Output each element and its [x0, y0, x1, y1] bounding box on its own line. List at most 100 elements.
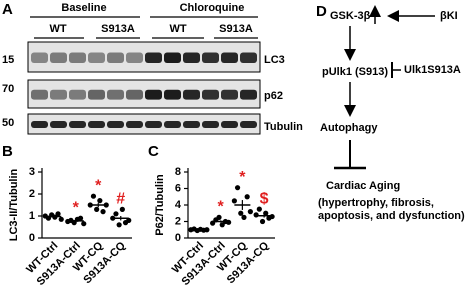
- annotation: *: [73, 199, 80, 216]
- blot-band: [164, 89, 181, 100]
- blot-band: [221, 121, 238, 128]
- node: pUlk1 (S913): [322, 66, 388, 78]
- blot-band: [88, 52, 105, 63]
- blot-band: [221, 52, 238, 63]
- node: Ulk1S913A: [404, 64, 461, 76]
- annotation: *: [218, 199, 225, 216]
- y-tick-label: 0: [29, 232, 35, 244]
- marker-size: 15: [2, 54, 14, 66]
- blot-band: [126, 121, 143, 128]
- y-axis-label: LC3-II/Tubulin: [8, 168, 20, 241]
- blot-band: [69, 121, 86, 128]
- blot-band: [240, 89, 257, 100]
- blot-band: [221, 89, 238, 100]
- annotation: *: [95, 177, 102, 194]
- blot-background: [27, 113, 261, 135]
- y-tick-label: 3: [29, 166, 35, 178]
- blot-band: [50, 89, 67, 100]
- point: [81, 221, 87, 227]
- blot-band: [50, 121, 67, 128]
- point: [90, 193, 97, 199]
- blot-band: [31, 52, 48, 63]
- blot-band: [164, 52, 181, 63]
- point: [94, 206, 100, 212]
- panel-label: C: [148, 143, 159, 160]
- point: [219, 222, 225, 228]
- genotype-label: WT: [49, 23, 66, 35]
- blot-label: LC3: [264, 54, 285, 66]
- blot-band: [240, 121, 257, 128]
- annotation: #: [116, 191, 125, 208]
- point: [100, 209, 106, 215]
- blot-band: [69, 52, 86, 63]
- blot-band: [183, 121, 200, 128]
- point: [241, 214, 247, 220]
- point: [77, 215, 84, 221]
- node: (hypertrophy, fibrosis,: [318, 197, 434, 209]
- point: [247, 209, 253, 215]
- blot-band: [183, 89, 200, 100]
- blot-band: [164, 121, 181, 128]
- point: [113, 211, 119, 217]
- y-tick-label: 2: [175, 215, 181, 227]
- node: Cardiac Aging: [326, 180, 400, 192]
- point: [55, 211, 61, 217]
- point: [269, 213, 275, 220]
- y-axis-label: P62/Tubulin: [154, 174, 166, 236]
- blot-band: [107, 89, 124, 100]
- blot-band: [69, 89, 86, 100]
- panel-label: B: [2, 143, 13, 160]
- y-tick-label: 6: [175, 182, 181, 194]
- genotype-label: S913A: [101, 23, 135, 35]
- point: [238, 210, 244, 216]
- point: [231, 198, 237, 204]
- point: [116, 222, 122, 228]
- blot-band: [202, 121, 219, 128]
- blot-band: [88, 89, 105, 100]
- blot-band: [107, 121, 124, 128]
- y-tick-label: 1: [29, 210, 35, 222]
- y-tick-label: 4: [175, 199, 182, 211]
- blot-band: [126, 52, 143, 63]
- panel-label: D: [316, 3, 327, 20]
- blot-band: [31, 121, 48, 128]
- point: [216, 214, 222, 220]
- blot-label: Tubulin: [264, 121, 303, 133]
- genotype-label: WT: [169, 23, 186, 35]
- node: apoptosis, and dysfunction): [318, 210, 465, 222]
- panel-label: A: [2, 1, 13, 18]
- marker-size: 70: [2, 83, 14, 95]
- annotation: $: [260, 190, 269, 207]
- blot-label: p62: [264, 90, 283, 102]
- point: [226, 219, 232, 225]
- node: βKI: [440, 10, 458, 22]
- marker-size: 50: [2, 117, 14, 129]
- node: GSK-3β: [330, 10, 371, 22]
- point: [244, 194, 250, 200]
- y-tick-label: 0: [175, 232, 181, 244]
- blot-band: [31, 89, 48, 100]
- blot-band: [126, 89, 143, 100]
- blot-band: [145, 121, 162, 128]
- genotype-label: S913A: [219, 23, 253, 35]
- blot-band: [107, 52, 124, 63]
- point: [119, 206, 125, 212]
- y-tick-label: 8: [175, 166, 181, 178]
- blot-band: [202, 89, 219, 100]
- y-tick-label: 2: [29, 188, 35, 200]
- blot-band: [240, 52, 257, 63]
- blot-band: [202, 52, 219, 63]
- node: Autophagy: [320, 122, 378, 134]
- point: [256, 206, 262, 212]
- blot-band: [88, 121, 105, 128]
- group-label: Chloroquine: [180, 2, 245, 14]
- point: [97, 198, 103, 204]
- point: [58, 216, 64, 222]
- point: [234, 185, 241, 191]
- blot-band: [145, 52, 162, 63]
- point: [126, 217, 132, 223]
- blot-band: [50, 52, 67, 63]
- point: [259, 218, 266, 225]
- group-label: Baseline: [61, 2, 106, 14]
